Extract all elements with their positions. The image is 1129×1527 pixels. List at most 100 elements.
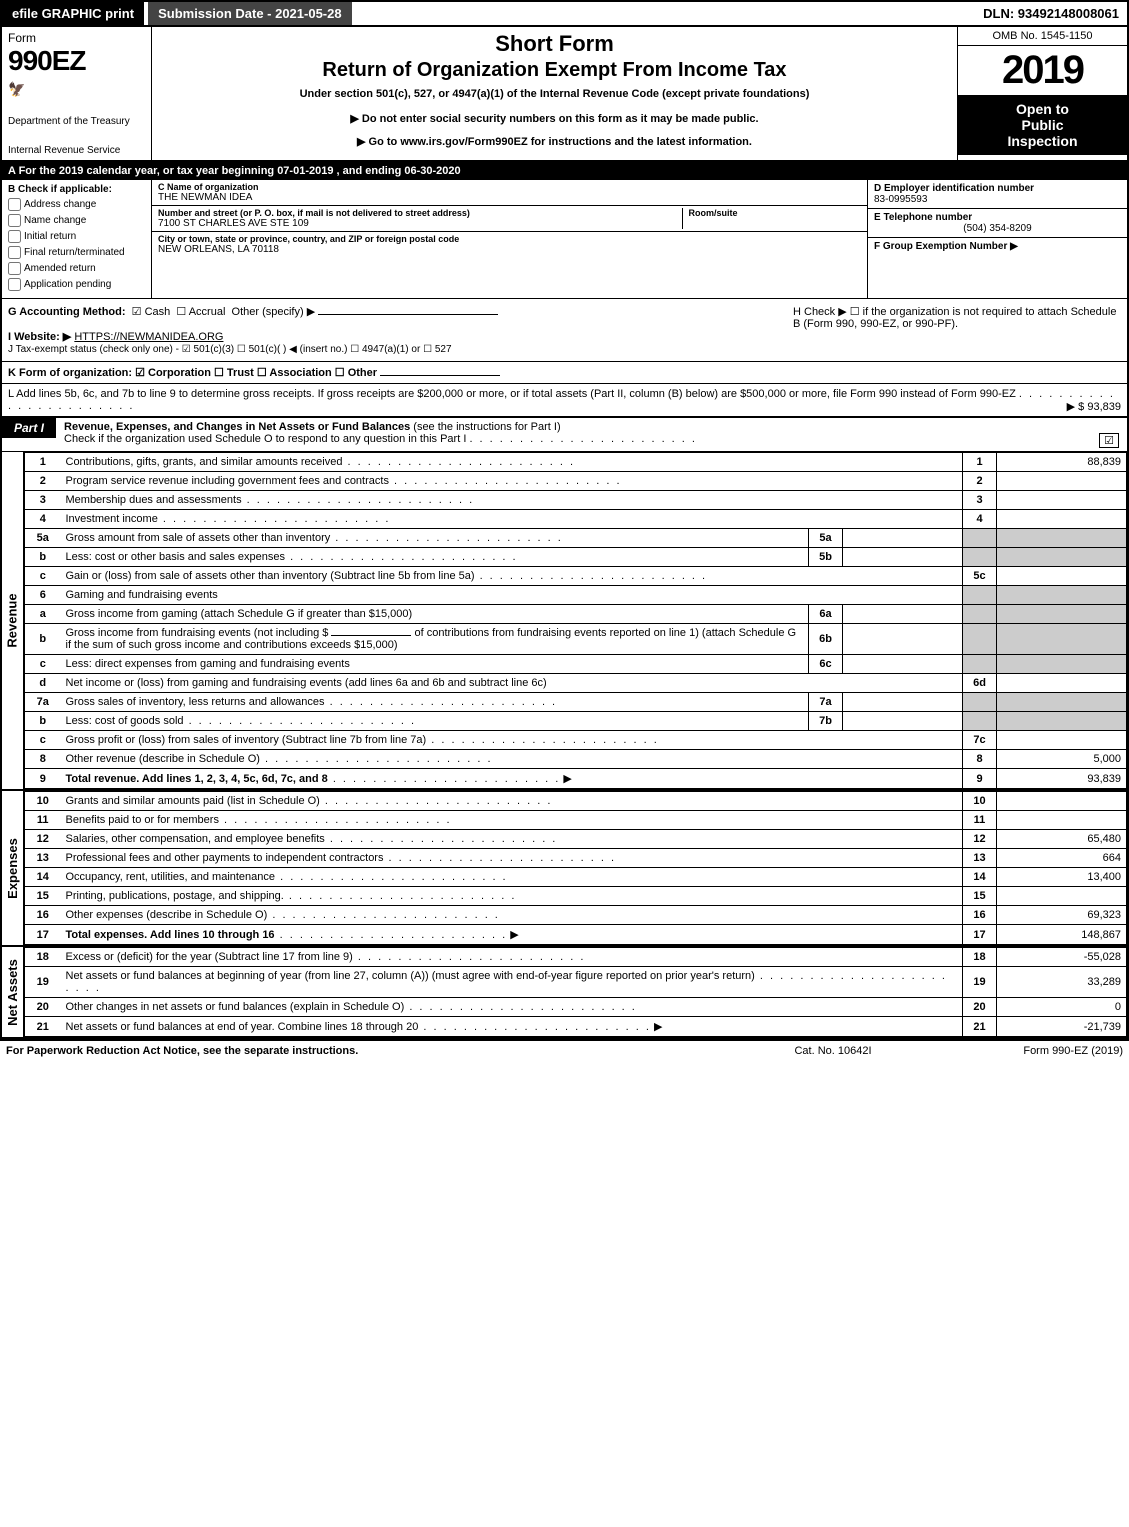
chk-final-return[interactable]: Final return/terminated (8, 246, 145, 259)
part1-title-rest: (see the instructions for Part I) (410, 421, 560, 433)
short-form-title: Short Form (160, 31, 949, 57)
l16-val: 69,323 (997, 906, 1127, 925)
footer: For Paperwork Reduction Act Notice, see … (0, 1041, 1129, 1061)
chk-cash[interactable]: ☑ Cash (132, 306, 171, 318)
expenses-label-text: Expenses (5, 838, 20, 899)
l9-desc: Total revenue. Add lines 1, 2, 3, 4, 5c,… (66, 773, 328, 785)
l7b-desc: Less: cost of goods sold (66, 715, 184, 727)
l6c-sub: 6c (809, 655, 843, 674)
part1-checkbox[interactable]: ☑ (1099, 433, 1119, 448)
l5a-sub: 5a (809, 529, 843, 548)
revenue-side-label: Revenue (2, 452, 24, 789)
l5b-subval (843, 548, 963, 567)
form-of-org: K Form of organization: ☑ Corporation ☐ … (8, 367, 377, 379)
l7a-num: 7a (25, 693, 61, 712)
dots-part1 (469, 433, 697, 445)
l20-val: 0 (997, 998, 1127, 1017)
website-label: I Website: ▶ (8, 331, 71, 343)
part1-title-bold: Revenue, Expenses, and Changes in Net As… (64, 421, 410, 433)
open-line1: Open to (960, 101, 1125, 117)
l6-desc: Gaming and fundraising events (66, 589, 218, 601)
chk-final-return-label: Final return/terminated (24, 247, 125, 258)
dln-label: DLN: 93492148008061 (975, 2, 1127, 25)
line-6d: d Net income or (loss) from gaming and f… (25, 674, 1127, 693)
l8-box: 8 (963, 750, 997, 769)
l17-val: 148,867 (997, 925, 1127, 945)
l5c-num: c (25, 567, 61, 586)
l8-desc: Other revenue (describe in Schedule O) (66, 753, 260, 765)
l7a-val-shaded (997, 693, 1127, 712)
header-center: Short Form Return of Organization Exempt… (152, 27, 957, 160)
chk-address-change[interactable]: Address change (8, 198, 145, 211)
tax-year: 2019 (958, 46, 1127, 95)
room-label: Room/suite (689, 208, 862, 218)
l6d-box: 6d (963, 674, 997, 693)
l4-box: 4 (963, 510, 997, 529)
net-assets-section: Net Assets 18 Excess or (deficit) for th… (2, 947, 1127, 1039)
omb-number: OMB No. 1545-1150 (958, 27, 1127, 46)
l21-desc: Net assets or fund balances at end of ye… (66, 1021, 419, 1033)
l18-val: -55,028 (997, 948, 1127, 967)
l5b-box-shaded (963, 548, 997, 567)
chk-other[interactable]: Other (specify) ▶ (232, 306, 316, 318)
l7c-box: 7c (963, 731, 997, 750)
footer-paperwork: For Paperwork Reduction Act Notice, see … (6, 1045, 743, 1057)
phone-value: (504) 354-8209 (874, 223, 1121, 234)
l4-val (997, 510, 1127, 529)
website-value[interactable]: HTTPS://NEWMANIDEA.ORG (74, 331, 223, 343)
section-l-text: L Add lines 5b, 6c, and 7b to line 9 to … (8, 388, 1016, 400)
efile-print-button[interactable]: efile GRAPHIC print (2, 2, 144, 25)
l21-dots (418, 1021, 651, 1033)
submission-date-badge: Submission Date - 2021-05-28 (148, 2, 352, 25)
section-k: K Form of organization: ☑ Corporation ☐ … (2, 362, 1127, 384)
line-20: 20 Other changes in net assets or fund b… (25, 998, 1127, 1017)
chk-amended-return[interactable]: Amended return (8, 262, 145, 275)
l16-desc: Other expenses (describe in Schedule O) (66, 909, 268, 921)
instructions-link[interactable]: ▶ Go to www.irs.gov/Form990EZ for instru… (160, 135, 949, 148)
chk-name-change[interactable]: Name change (8, 214, 145, 227)
revenue-section: Revenue 1 Contributions, gifts, grants, … (2, 452, 1127, 791)
l19-box: 19 (963, 967, 997, 998)
l1-desc: Contributions, gifts, grants, and simila… (66, 456, 343, 468)
accounting-method-label: G Accounting Method: (8, 306, 126, 318)
l6a-subval (843, 605, 963, 624)
l7c-desc: Gross profit or (loss) from sales of inv… (66, 734, 427, 746)
chk-application-pending[interactable]: Application pending (8, 278, 145, 291)
l6a-sub: 6a (809, 605, 843, 624)
l12-dots (325, 833, 558, 845)
other-org-input[interactable] (380, 375, 500, 376)
line-11: 11 Benefits paid to or for members 11 (25, 811, 1127, 830)
l6b-input[interactable] (331, 635, 411, 636)
l14-val: 13,400 (997, 868, 1127, 887)
chk-initial-return[interactable]: Initial return (8, 230, 145, 243)
l7b-sub: 7b (809, 712, 843, 731)
l7b-subval (843, 712, 963, 731)
line-19: 19 Net assets or fund balances at beginn… (25, 967, 1127, 998)
l6c-desc: Less: direct expenses from gaming and fu… (66, 658, 350, 670)
line-8: 8 Other revenue (describe in Schedule O)… (25, 750, 1127, 769)
l16-box: 16 (963, 906, 997, 925)
org-name-label: C Name of organization (158, 182, 861, 192)
l3-desc: Membership dues and assessments (66, 494, 242, 506)
chk-accrual[interactable]: ☐ Accrual (176, 306, 225, 318)
l10-val (997, 792, 1127, 811)
l12-box: 12 (963, 830, 997, 849)
section-l-value: ▶ $ 93,839 (1067, 400, 1121, 413)
l4-dots (158, 513, 391, 525)
line-6b: b Gross income from fundraising events (… (25, 624, 1127, 655)
l2-num: 2 (25, 472, 61, 491)
l11-desc: Benefits paid to or for members (66, 814, 219, 826)
l16-num: 16 (25, 906, 61, 925)
l7a-box-shaded (963, 693, 997, 712)
line-18: 18 Excess or (deficit) for the year (Sub… (25, 948, 1127, 967)
l13-desc: Professional fees and other payments to … (66, 852, 384, 864)
l6d-val (997, 674, 1127, 693)
l4-num: 4 (25, 510, 61, 529)
l6c-box-shaded (963, 655, 997, 674)
line-9: 9 Total revenue. Add lines 1, 2, 3, 4, 5… (25, 769, 1127, 789)
group-exemption-label: F Group Exemption Number ▶ (874, 241, 1018, 252)
l3-dots (242, 494, 475, 506)
section-b-label: B Check if applicable: (8, 184, 145, 195)
line-5a: 5a Gross amount from sale of assets othe… (25, 529, 1127, 548)
other-specify-input[interactable] (318, 314, 498, 315)
